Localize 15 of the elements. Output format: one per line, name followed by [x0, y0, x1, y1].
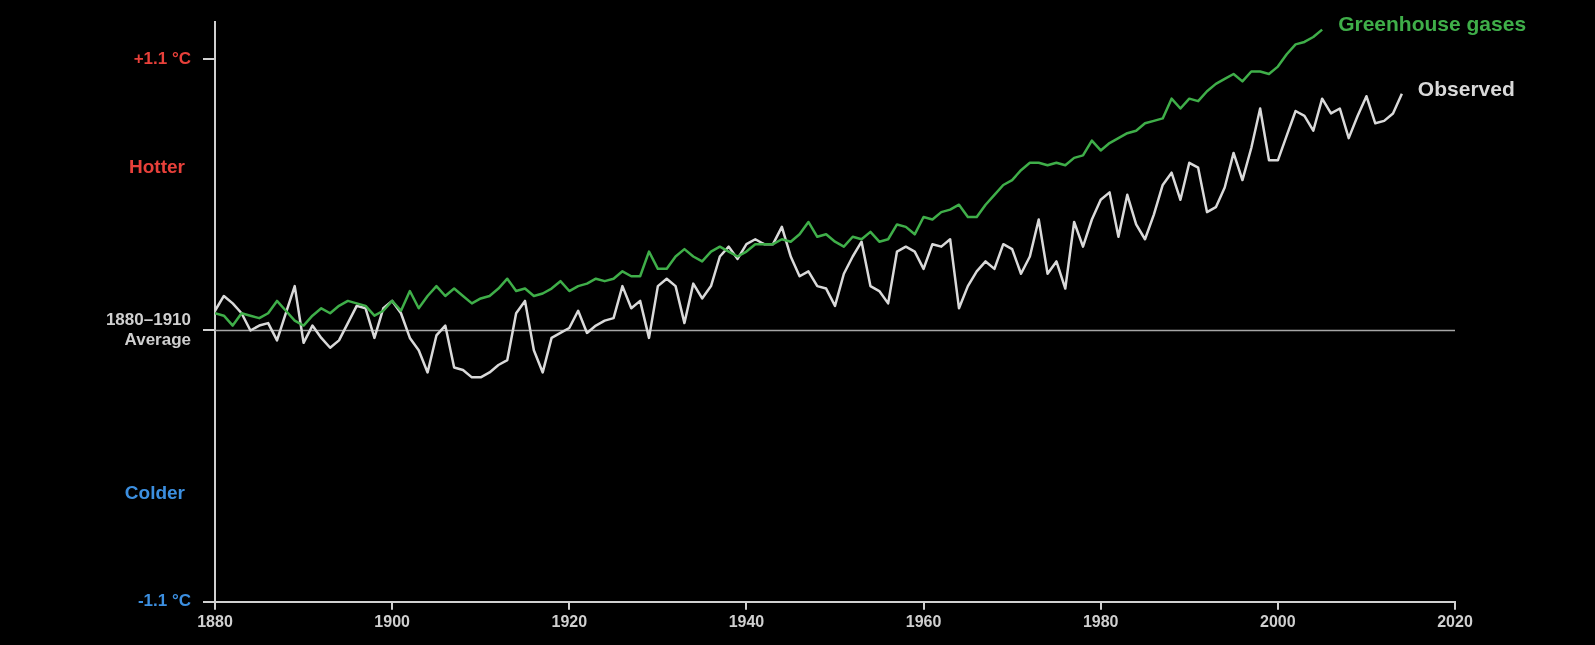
- x-tick-label: 1900: [374, 612, 411, 630]
- text: Colder: [124, 481, 186, 503]
- x-tick-label: 1920: [551, 612, 588, 630]
- x-tick-label: 2020: [1437, 612, 1473, 630]
- y-tick-label: +1.1 °C: [133, 48, 191, 68]
- y-tick-label: -1.1 °C: [137, 591, 191, 611]
- x-tick-label: 1940: [728, 612, 765, 630]
- x-tick-label: 1960: [905, 612, 942, 630]
- y-tick-label: 1880–1910 Average: [105, 309, 191, 350]
- series-label: Observed: [1417, 76, 1515, 100]
- x-tick-label: 1880: [197, 612, 233, 630]
- series-label: Greenhouse gases: [1338, 12, 1527, 36]
- text: Hotter: [129, 155, 186, 177]
- x-tick-label: 2000: [1260, 612, 1296, 630]
- x-tick-label: 1980: [1082, 612, 1119, 630]
